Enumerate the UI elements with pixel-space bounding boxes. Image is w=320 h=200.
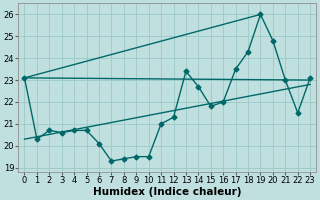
X-axis label: Humidex (Indice chaleur): Humidex (Indice chaleur) (93, 187, 242, 197)
